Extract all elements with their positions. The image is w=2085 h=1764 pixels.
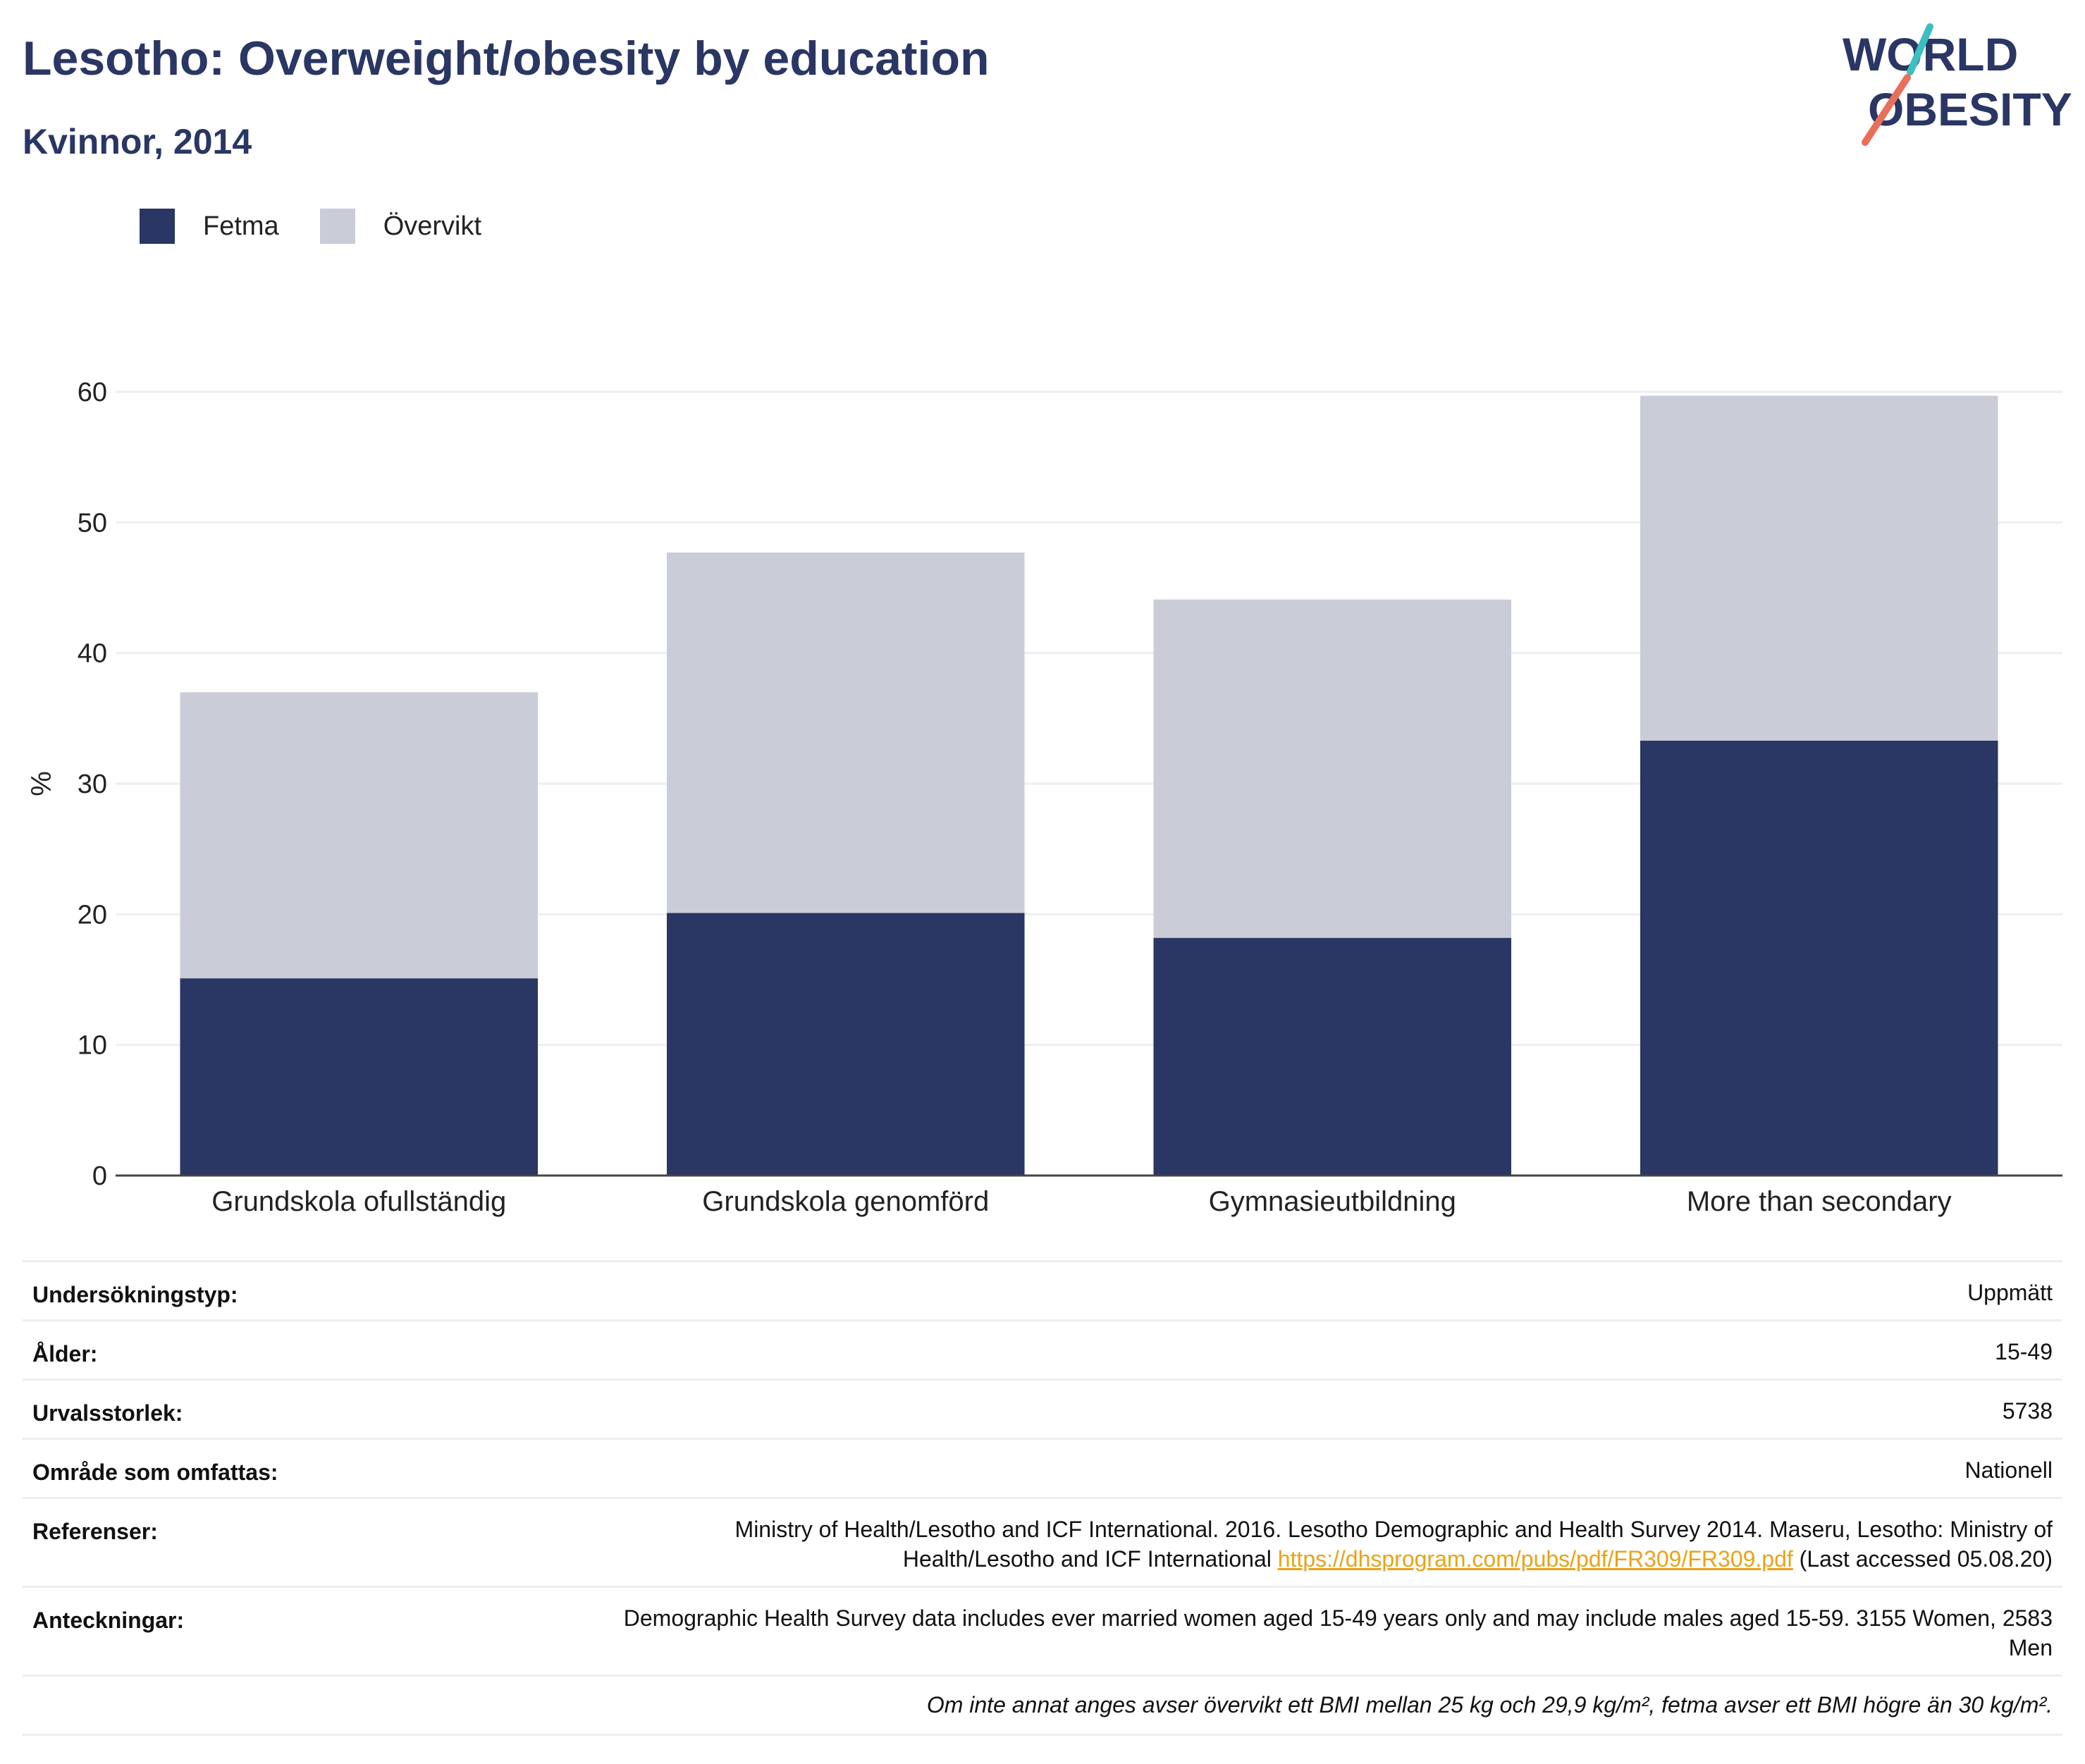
info-label: Urvalsstorlek:: [32, 1400, 183, 1426]
logo-slash-teal: [1907, 23, 1933, 75]
y-tick-label: 20: [78, 900, 107, 930]
bar-fetma: [666, 913, 1025, 1176]
legend-swatch-fetma: [140, 209, 175, 244]
x-tick-label: More than secondary: [1687, 1186, 1952, 1217]
references-value: Ministry of Health/Lesotho and ICF Inter…: [601, 1499, 2053, 1586]
info-label: Referenser:: [32, 1519, 158, 1544]
bar-overvikt: [666, 552, 1025, 913]
info-row-references: Referenser: Ministry of Health/Lesotho a…: [23, 1497, 2062, 1586]
info-label: Anteckningar:: [32, 1608, 185, 1633]
references-link[interactable]: https://dhsprogram.com/pubs/pdf/FR309/FR…: [1277, 1546, 1793, 1572]
logo-slash-coral: [1862, 74, 1911, 146]
info-bottom-rule: [23, 1734, 2062, 1736]
info-value: Demographic Health Survey data includes …: [623, 1605, 2053, 1660]
legend-item-fetma[interactable]: Fetma: [140, 209, 279, 244]
legend-swatch-overvikt: [319, 209, 355, 244]
y-tick-label: 0: [92, 1161, 107, 1191]
bar-fetma: [1640, 740, 1998, 1176]
x-tick-label: Grundskola ofullständig: [211, 1186, 506, 1217]
bar-overvikt: [1640, 395, 1998, 741]
bar-overvikt: [180, 692, 539, 979]
y-tick-label: 30: [78, 770, 107, 799]
legend-label-fetma: Fetma: [203, 211, 279, 241]
info-row-sample-size: Urvalsstorlek: 5738: [23, 1378, 2062, 1438]
stacked-bar-chart: 0 10 20 30 40 50 60% Grundskola ofullständig Gru…: [26, 378, 2062, 1217]
bar-overvikt: [1153, 599, 1512, 938]
info-value: Uppmätt: [1967, 1280, 2053, 1305]
info-label: Ålder:: [32, 1341, 98, 1367]
y-tick-label: 50: [78, 508, 107, 538]
x-tick-label: Gymnasieutbildning: [1209, 1186, 1456, 1217]
x-tick-label: Grundskola genomförd: [702, 1186, 989, 1217]
legend-item-overvikt[interactable]: Övervikt: [319, 209, 482, 244]
world-obesity-logo: WORLD OBESITY: [1843, 23, 2072, 146]
info-label: Undersökningstyp:: [32, 1282, 238, 1307]
info-label: Område som omfattas:: [32, 1460, 278, 1485]
info-row-survey-type: Undersökningstyp: Uppmätt: [23, 1260, 2062, 1319]
bar-fetma: [180, 978, 539, 1176]
y-tick-label: 60: [78, 378, 107, 407]
y-tick-label: 40: [78, 639, 107, 669]
info-value: 5738: [2002, 1398, 2053, 1424]
info-row-area: Område som omfattas: Nationell: [23, 1438, 2062, 1497]
y-axis-label: %: [26, 771, 57, 796]
chart-subtitle: Kvinnor, 2014: [23, 122, 252, 161]
legend-label-overvikt: Övervikt: [383, 211, 482, 241]
logo-word-world: WORLD: [1843, 28, 2018, 80]
references-suffix: (Last accessed 05.08.20): [1799, 1546, 2053, 1572]
bar-fetma: [1153, 937, 1512, 1176]
chart-legend: Fetma Övervikt: [140, 209, 522, 244]
chart-title: Lesotho: Overweight/obesity by education: [23, 32, 990, 85]
info-value: Nationell: [1964, 1457, 2053, 1483]
info-table: Undersökningstyp: Uppmätt Ålder: 15-49 U…: [23, 1260, 2062, 1736]
references-text: Ministry of Health/Lesotho and ICF Inter…: [734, 1517, 2053, 1572]
y-tick-label: 10: [78, 1031, 107, 1061]
info-value: 15-49: [1995, 1339, 2053, 1364]
footnote: Om inte annat anges avser övervikt ett B…: [23, 1674, 2062, 1734]
info-row-age: Ålder: 15-49: [23, 1319, 2062, 1378]
info-row-notes: Anteckningar: Demographic Health Survey …: [23, 1586, 2062, 1674]
